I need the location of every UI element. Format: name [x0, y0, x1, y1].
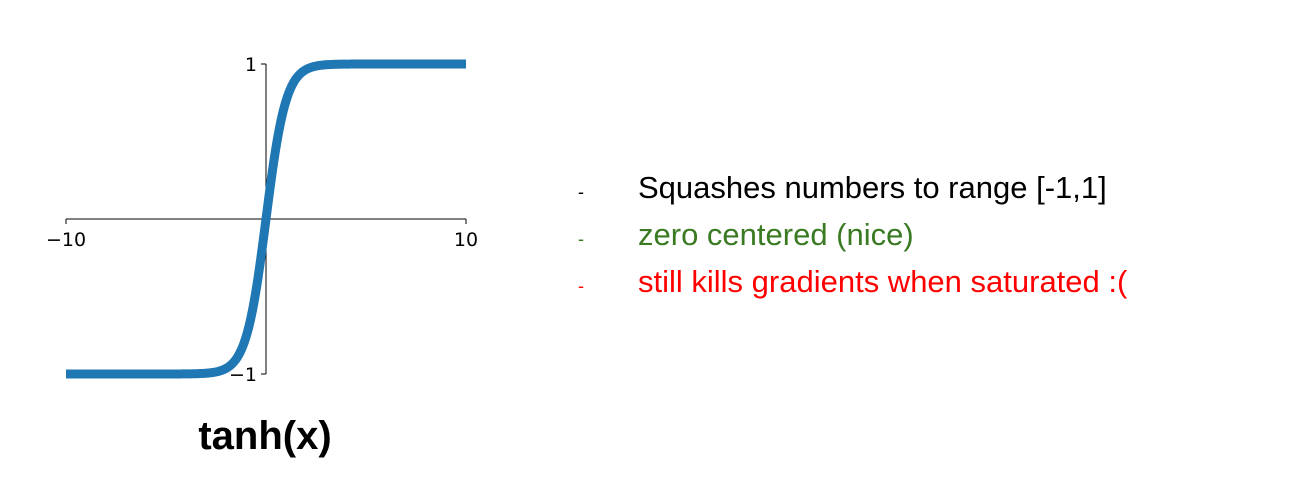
bullet-item-2: - zero centered (nice) [578, 211, 1127, 258]
bullet-item-1: - Squashes numbers to range [-1,1] [578, 164, 1127, 211]
bullet-text: Squashes numbers to range [-1,1] [638, 170, 1107, 205]
x-tick-label: −10 [46, 229, 86, 251]
bullet-item-3: - still kills gradients when saturated :… [578, 258, 1127, 305]
tanh-chart: −10 10 1 −1 [46, 54, 478, 386]
y-tick-label: −1 [229, 364, 257, 386]
tanh-curve [62, 59, 470, 379]
bullet-text: still kills gradients when saturated :( [638, 264, 1128, 299]
y-tick-label: 1 [245, 54, 257, 76]
bullet-dash: - [578, 276, 584, 296]
bullet-dash: - [578, 229, 584, 249]
bullet-text: zero centered (nice) [638, 217, 914, 252]
bullet-list: - Squashes numbers to range [-1,1] - zer… [578, 164, 1127, 305]
chart-caption: tanh(x) [198, 414, 332, 458]
bullet-dash: - [578, 182, 584, 202]
x-tick-label: 10 [454, 229, 478, 251]
